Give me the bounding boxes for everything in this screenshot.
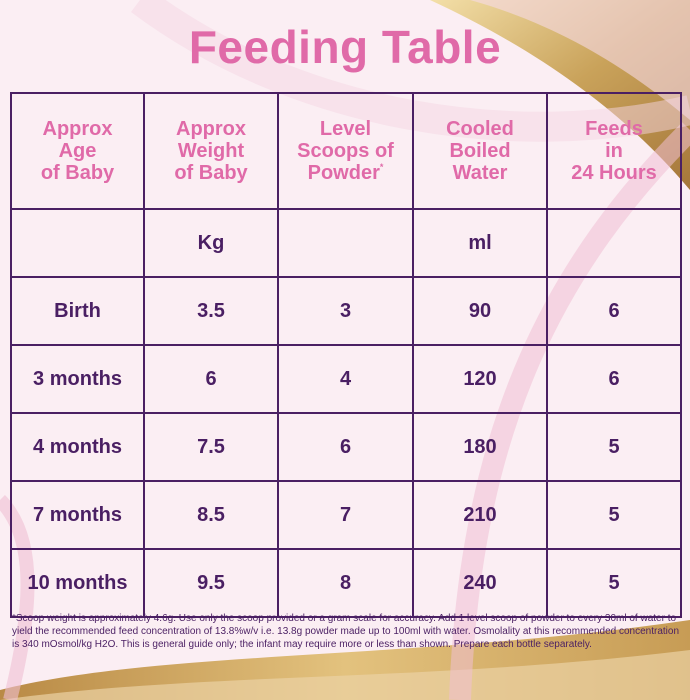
feeds-cell: 5 — [546, 480, 682, 550]
water-cell: 210 — [412, 480, 548, 550]
feeds-cell: 5 — [546, 548, 682, 618]
unit-cell — [277, 208, 414, 278]
unit-cell — [546, 208, 682, 278]
table-row: 7 months 8.5 7 210 5 — [10, 480, 682, 550]
units-row: Kg ml — [10, 208, 682, 278]
header-feeds: Feeds in 24 Hours — [546, 92, 682, 210]
header-weight: Approx Weight of Baby — [143, 92, 279, 210]
header-scoops: Level Scoops of Powder* — [277, 92, 414, 210]
table-row: Birth 3.5 3 90 6 — [10, 276, 682, 346]
scoops-cell: 6 — [277, 412, 414, 482]
header-water: Cooled Boiled Water — [412, 92, 548, 210]
weight-cell: 7.5 — [143, 412, 279, 482]
feeds-cell: 6 — [546, 276, 682, 346]
weight-cell: 6 — [143, 344, 279, 414]
water-cell: 240 — [412, 548, 548, 618]
age-cell: 7 months — [10, 480, 145, 550]
age-cell: 4 months — [10, 412, 145, 482]
feeds-cell: 6 — [546, 344, 682, 414]
age-cell: Birth — [10, 276, 145, 346]
light-band-bottom — [0, 650, 690, 700]
water-cell: 90 — [412, 276, 548, 346]
unit-cell: ml — [412, 208, 548, 278]
table-row: 3 months 6 4 120 6 — [10, 344, 682, 414]
water-cell: 120 — [412, 344, 548, 414]
footnote-marker: * — [379, 162, 384, 172]
feeding-table: Approx Age of Baby Approx Weight of Baby… — [10, 92, 682, 618]
weight-cell: 8.5 — [143, 480, 279, 550]
pink-swoosh-top — [470, 0, 690, 120]
unit-cell: Kg — [143, 208, 279, 278]
age-cell: 3 months — [10, 344, 145, 414]
header-row: Approx Age of Baby Approx Weight of Baby… — [10, 92, 682, 210]
table-row: 4 months 7.5 6 180 5 — [10, 412, 682, 482]
scoops-cell: 4 — [277, 344, 414, 414]
water-cell: 180 — [412, 412, 548, 482]
scoops-cell: 3 — [277, 276, 414, 346]
weight-cell: 3.5 — [143, 276, 279, 346]
footnote: *Scoop weight is approximately 4.6g. Use… — [12, 613, 680, 650]
feeds-cell: 5 — [546, 412, 682, 482]
table-row: 10 months 9.5 8 240 5 — [10, 548, 682, 618]
scoops-cell: 7 — [277, 480, 414, 550]
age-cell: 10 months — [10, 548, 145, 618]
weight-cell: 9.5 — [143, 548, 279, 618]
scoops-cell: 8 — [277, 548, 414, 618]
page-title: Feeding Table — [188, 21, 502, 73]
unit-cell — [10, 208, 145, 278]
header-age: Approx Age of Baby — [10, 92, 145, 210]
